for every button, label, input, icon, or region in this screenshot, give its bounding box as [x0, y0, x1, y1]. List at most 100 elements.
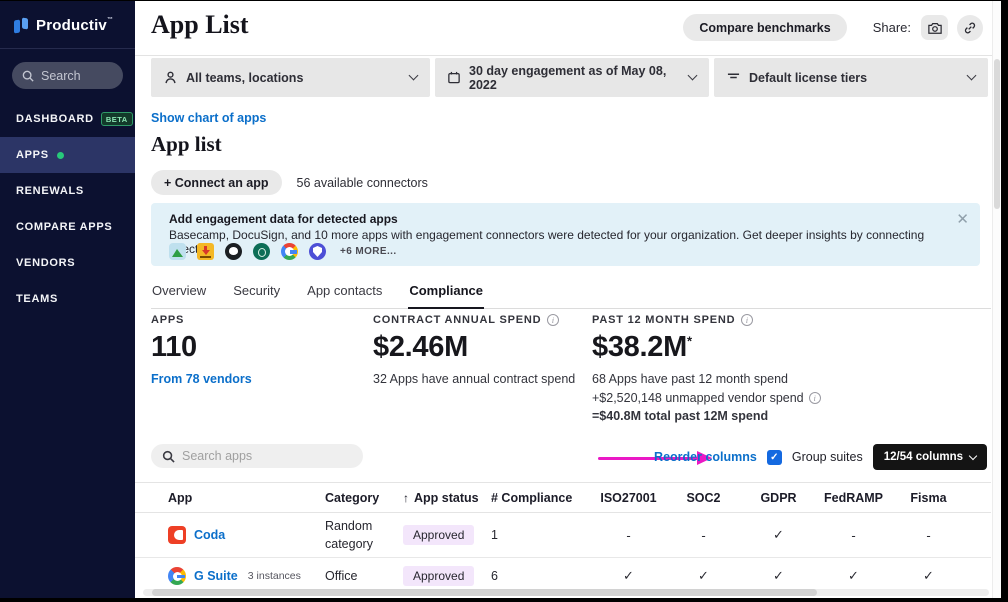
- search-icon: [162, 450, 175, 463]
- sidebar-item-label: TEAMS: [16, 293, 58, 305]
- beta-badge: BETA: [101, 112, 133, 126]
- info-icon[interactable]: i: [547, 314, 559, 326]
- unmapped-spend-text: +$2,520,148 unmapped vendor spend: [592, 390, 804, 407]
- info-icon[interactable]: i: [741, 314, 753, 326]
- person-icon: [164, 71, 177, 84]
- search-apps-box[interactable]: [151, 444, 363, 468]
- reorder-columns-link[interactable]: Reorder columns: [654, 450, 757, 464]
- search-apps-input[interactable]: [182, 449, 332, 463]
- sidebar-search[interactable]: [12, 62, 123, 89]
- past-spend-sub2: +$2,520,148 unmapped vendor spend i: [592, 390, 821, 407]
- license-tiers-filter-dropdown[interactable]: Default license tiers: [714, 58, 988, 97]
- compliance-count-cell: 6: [491, 569, 591, 583]
- tab-bar: Overview Security App contacts Complianc…: [151, 279, 991, 309]
- header-actions: Compare benchmarks Share:: [683, 14, 983, 41]
- chevron-down-icon: [409, 71, 419, 81]
- toolbar-right: Reorder columns Group suites 12/54 colum…: [654, 442, 987, 472]
- past-spend-sub3: =$40.8M total past 12M spend: [592, 408, 821, 425]
- column-header-fisma[interactable]: Fisma: [891, 491, 966, 505]
- tab-security[interactable]: Security: [232, 279, 281, 308]
- contract-spend-label: CONTRACT ANNUAL SPEND i: [373, 314, 575, 326]
- column-header-category[interactable]: Category: [325, 491, 403, 505]
- productiv-logo[interactable]: Productiv™: [0, 1, 135, 48]
- show-chart-link[interactable]: Show chart of apps: [151, 111, 266, 125]
- fedramp-cell: ✓: [816, 568, 891, 584]
- chevron-down-icon: [688, 71, 698, 81]
- copy-link-button[interactable]: [957, 15, 983, 41]
- compare-benchmarks-button[interactable]: Compare benchmarks: [683, 14, 846, 41]
- column-header-compliance[interactable]: # Compliance: [491, 491, 591, 505]
- detected-app-icons: +6 MORE...: [169, 243, 397, 260]
- column-header-app-status[interactable]: ↑ App status: [403, 491, 491, 505]
- sidebar-item-renewals[interactable]: RENEWALS: [0, 173, 135, 209]
- main-content: App List Compare benchmarks Share: All t…: [135, 1, 1001, 598]
- brand-name: Productiv™: [36, 17, 113, 34]
- category-cell: Random category: [325, 519, 373, 551]
- column-header-iso27001[interactable]: ISO27001: [591, 491, 666, 505]
- sidebar-item-teams[interactable]: TEAMS: [0, 281, 135, 317]
- iso27001-cell: ✓: [591, 568, 666, 584]
- sidebar-item-label: RENEWALS: [16, 185, 84, 197]
- past-spend-label: PAST 12 MONTH SPEND i: [592, 314, 821, 326]
- info-icon[interactable]: i: [809, 392, 821, 404]
- tab-overview[interactable]: Overview: [151, 279, 207, 308]
- columns-selector-button[interactable]: 12/54 columns: [873, 444, 987, 470]
- group-suites-checkbox[interactable]: [767, 450, 782, 465]
- footnote-asterisk: *: [687, 333, 692, 348]
- page-header: App List Compare benchmarks Share:: [135, 1, 1001, 56]
- sidebar-item-label: APPS: [16, 149, 49, 161]
- green-app-icon: [253, 243, 270, 260]
- fedramp-cell: -: [816, 528, 891, 543]
- vertical-scrollbar[interactable]: [992, 1, 1001, 598]
- contract-spend-sub: 32 Apps have annual contract spend: [373, 371, 575, 388]
- column-header-app[interactable]: App: [135, 491, 325, 505]
- sidebar-item-apps[interactable]: APPS: [0, 137, 135, 173]
- column-header-soc2[interactable]: SOC2: [666, 491, 741, 505]
- sidebar-divider: [0, 48, 135, 49]
- app-link[interactable]: Coda: [194, 528, 225, 542]
- sidebar-search-input[interactable]: [41, 69, 121, 83]
- column-header-gdpr[interactable]: GDPR: [741, 491, 816, 505]
- teams-filter-dropdown[interactable]: All teams, locations: [151, 58, 430, 97]
- sidebar: Productiv™ DASHBOARD BETA APPS RENEWALS …: [0, 1, 135, 598]
- vertical-scrollbar-thumb[interactable]: [994, 59, 1000, 209]
- productiv-logo-icon: [14, 18, 29, 34]
- sidebar-item-label: VENDORS: [16, 257, 75, 269]
- soc2-cell: -: [666, 528, 741, 543]
- tab-app-contacts[interactable]: App contacts: [306, 279, 383, 308]
- tab-compliance[interactable]: Compliance: [408, 279, 484, 309]
- horizontal-scrollbar[interactable]: [143, 589, 989, 596]
- coda-app-icon: [168, 526, 186, 544]
- basecamp-app-icon: [169, 243, 186, 260]
- calendar-icon: [448, 71, 460, 84]
- gdpr-cell: ✓: [741, 527, 816, 543]
- link-icon: [963, 21, 977, 35]
- horizontal-scrollbar-thumb[interactable]: [152, 589, 817, 596]
- sidebar-nav: DASHBOARD BETA APPS RENEWALS COMPARE APP…: [0, 101, 135, 317]
- app-window: Productiv™ DASHBOARD BETA APPS RENEWALS …: [0, 1, 1001, 598]
- app-link[interactable]: G Suite: [194, 569, 238, 583]
- table-toolbar: Reorder columns Group suites 12/54 colum…: [135, 442, 1001, 472]
- more-apps-text[interactable]: +6 MORE...: [340, 246, 397, 257]
- iso27001-cell: -: [591, 528, 666, 543]
- gsuite-app-icon: [168, 567, 186, 585]
- connect-an-app-button[interactable]: + Connect an app: [151, 170, 282, 195]
- sidebar-item-compare-apps[interactable]: COMPARE APPS: [0, 209, 135, 245]
- status-badge: Approved: [403, 566, 474, 586]
- from-vendors-link[interactable]: From 78 vendors: [151, 372, 252, 386]
- sidebar-item-vendors[interactable]: VENDORS: [0, 245, 135, 281]
- apps-stat: APPS 110 From 78 vendors: [151, 314, 252, 388]
- screenshot-share-button[interactable]: [921, 15, 948, 40]
- engagement-filter-dropdown[interactable]: 30 day engagement as of May 08, 2022: [435, 58, 709, 97]
- chevron-down-icon: [969, 452, 977, 460]
- filter-lines-icon: [727, 72, 740, 83]
- active-dot-icon: [57, 152, 64, 159]
- close-icon[interactable]: ✕: [956, 210, 969, 228]
- contract-spend-label-text: CONTRACT ANNUAL SPEND: [373, 314, 541, 326]
- sidebar-item-dashboard[interactable]: DASHBOARD BETA: [0, 101, 135, 137]
- apps-stat-value: 110: [151, 331, 252, 364]
- column-header-fedramp[interactable]: FedRAMP: [816, 491, 891, 505]
- page-title: App List: [151, 10, 249, 40]
- google-app-icon: [281, 243, 298, 260]
- past-spend-sub1: 68 Apps have past 12 month spend: [592, 371, 821, 388]
